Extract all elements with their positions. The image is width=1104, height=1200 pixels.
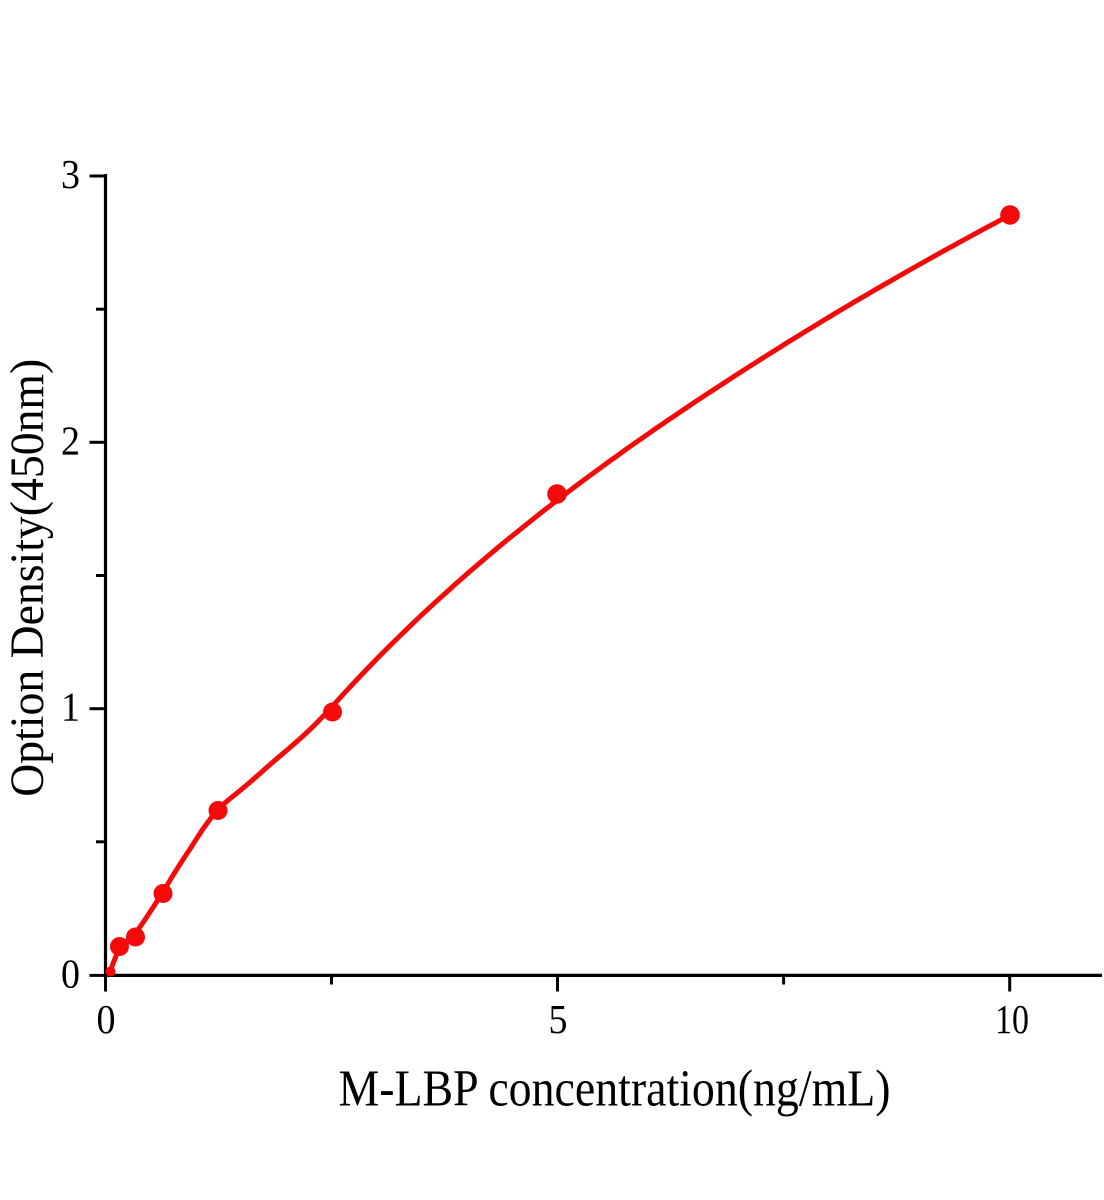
svg-text:5: 5 xyxy=(549,996,568,1042)
svg-text:M-LBP concentration(ng/mL): M-LBP concentration(ng/mL) xyxy=(339,1060,891,1117)
svg-text:10: 10 xyxy=(995,996,1029,1042)
svg-text:Option Density(450nm): Option Density(450nm) xyxy=(1,359,54,797)
svg-text:0: 0 xyxy=(61,950,80,996)
svg-text:2: 2 xyxy=(61,417,80,463)
svg-text:3: 3 xyxy=(61,151,80,197)
svg-text:0: 0 xyxy=(97,996,116,1042)
svg-text:1: 1 xyxy=(61,684,80,730)
